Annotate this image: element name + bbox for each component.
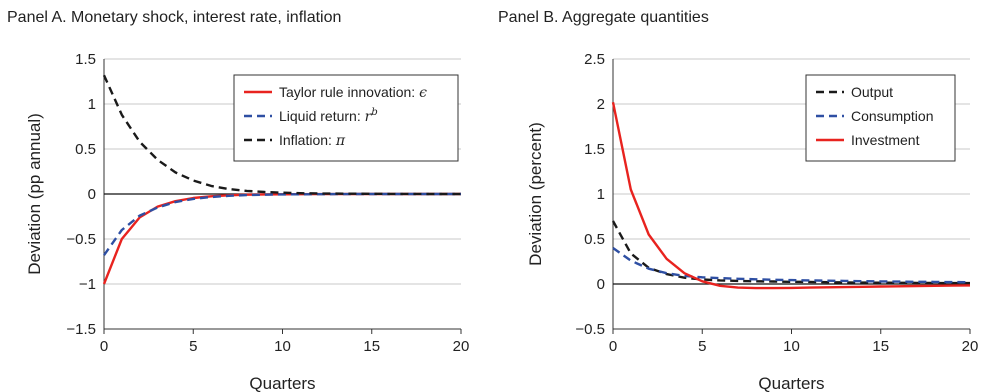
legend-label: Investment (851, 132, 920, 148)
legend-box (805, 74, 956, 162)
x-tick-label: 15 (363, 338, 380, 355)
chart-title: Panel B. Aggregate quantities (498, 9, 709, 26)
y-axis-label: Deviation (percent) (526, 122, 545, 266)
x-tick-label: 0 (100, 338, 108, 355)
panel-b: Panel B. Aggregate quantities −0.5 0 0.5 1 1… (490, 0, 980, 392)
x-axis-label: Quarters (758, 374, 824, 392)
y-tick-label: 0.5 (584, 231, 605, 248)
x-tick-label: 5 (698, 338, 706, 355)
x-tick-label: 15 (872, 338, 889, 355)
panel-a: Panel A. Monetary shock, interest rate, … (0, 0, 490, 392)
y-tick-label: −0.5 (575, 321, 605, 338)
y-tick-label: 0 (597, 276, 605, 293)
legend-label: Output (851, 84, 893, 100)
y-tick-label: 2.5 (584, 51, 605, 68)
x-tick-label: 0 (609, 338, 617, 355)
legend-label: Consumption (851, 108, 934, 124)
x-tick-label: 10 (274, 338, 291, 355)
chart-panel-b: −0.500.511.522.50 5 10 15 20QuartersDeviatio… (526, 51, 979, 392)
y-tick-label: 0 (88, 186, 96, 203)
series-line (102, 74, 461, 196)
legend-label: Inflation: π (279, 132, 346, 149)
y-tick-label: 1 (597, 186, 605, 203)
y-tick-label: −1 (79, 276, 96, 293)
chart-title: Panel A. Monetary shock, interest rate, … (7, 9, 342, 26)
legend-label: Taylor rule innovation: ϵ (279, 84, 427, 101)
y-tick-label: −0.5 (66, 231, 96, 248)
y-tick-label: 0.5 (75, 141, 96, 158)
y-tick-label: 2 (597, 96, 605, 113)
legend-box (233, 74, 459, 162)
x-tick-label: 5 (189, 338, 197, 355)
chart-panel-a: −1.5 −1 −0.5 0 0.5 1 1.5 0 5 10 15 20 Quarters Deviat… (25, 51, 470, 392)
y-tick-label: 1 (88, 96, 96, 113)
x-tick-label: 20 (962, 338, 979, 355)
legend-label: Liquid return: rb (279, 107, 378, 125)
series-line (103, 192, 461, 256)
y-tick-label: −1.5 (66, 321, 96, 338)
x-tick-label: 10 (783, 338, 800, 355)
x-tick-label: 20 (453, 338, 470, 355)
y-axis-label: Deviation (pp annual) (25, 113, 44, 275)
y-tick-label: 1.5 (75, 51, 96, 68)
series-line (611, 101, 971, 290)
y-tick-label: 1.5 (584, 141, 605, 158)
series-line (612, 247, 971, 284)
x-axis-label: Quarters (249, 374, 315, 392)
